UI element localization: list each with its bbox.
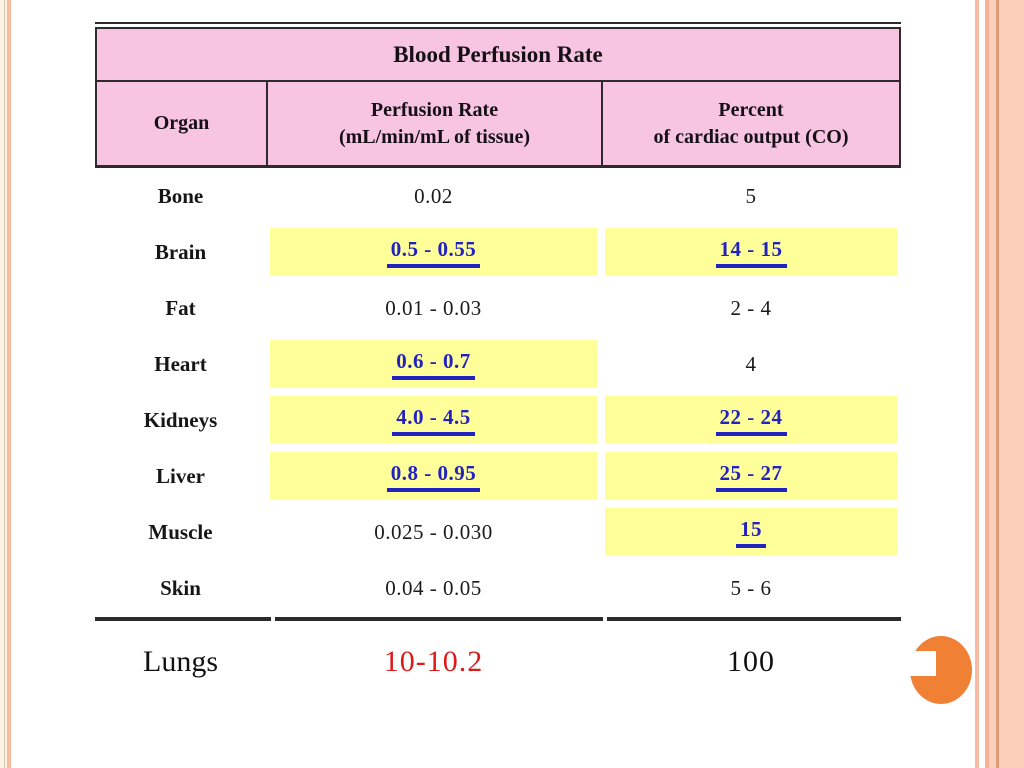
value-cell: 0.6 - 0.7 xyxy=(266,336,601,392)
value-cell: 4.0 - 4.5 xyxy=(266,392,601,448)
footer-organ: Lungs xyxy=(143,645,218,678)
plain-cell: 4 xyxy=(605,340,897,388)
plain-cell: 0.025 - 0.030 xyxy=(270,508,597,556)
value-cell: 0.025 - 0.030 xyxy=(266,504,601,560)
orange-circle-notch xyxy=(901,651,936,676)
highlighted-cell: 25 - 27 xyxy=(605,452,897,500)
table-row: Bone 0.02 5 xyxy=(95,168,901,224)
organ-cell: Muscle xyxy=(148,519,213,544)
value-cell: 0.5 - 0.55 xyxy=(266,224,601,280)
column-header-line: Perfusion Rate xyxy=(370,98,499,121)
column-header: Organ xyxy=(97,82,268,165)
column-header-line: of cardiac output (CO) xyxy=(653,125,849,148)
right-edge-inner-stripe xyxy=(985,0,989,768)
value-cell: 25 - 27 xyxy=(601,448,901,504)
highlighted-cell: 0.5 - 0.55 xyxy=(270,228,597,276)
cell-value: 5 xyxy=(745,183,757,208)
column-header: Perfusion Rate (mL/min/mL of tissue) xyxy=(268,82,603,165)
value-cell: 0.8 - 0.95 xyxy=(266,448,601,504)
value-cell: 4 xyxy=(601,336,901,392)
value-cell: 5 - 6 xyxy=(601,560,901,616)
cell-value: 0.02 xyxy=(414,183,453,208)
table-header-block: Blood Perfusion Rate Organ Perfusion Rate… xyxy=(95,27,901,168)
cell-value: 14 - 15 xyxy=(715,237,787,268)
value-cell: 22 - 24 xyxy=(601,392,901,448)
value-cell: 14 - 15 xyxy=(601,224,901,280)
highlighted-cell: 22 - 24 xyxy=(605,396,897,444)
table-title: Blood Perfusion Rate xyxy=(97,29,899,82)
table-row: Kidneys 4.0 - 4.5 22 - 24 xyxy=(95,392,901,448)
organ-cell: Fat xyxy=(165,295,196,320)
table-row: Heart 0.6 - 0.7 4 xyxy=(95,336,901,392)
plain-cell: 5 xyxy=(605,172,897,220)
column-header-line: Percent xyxy=(718,98,784,121)
value-cell: 5 xyxy=(601,168,901,224)
value-cell: 15 xyxy=(601,504,901,560)
organ-cell: Brain xyxy=(154,239,207,264)
value-cell: 0.04 - 0.05 xyxy=(266,560,601,616)
cell-value: 0.025 - 0.030 xyxy=(374,519,493,544)
table-top-rule xyxy=(95,22,901,24)
left-edge-line xyxy=(4,0,5,768)
table-bottom-double-rule xyxy=(95,617,901,624)
column-header: Percent of cardiac output (CO) xyxy=(603,82,899,165)
left-edge-band xyxy=(0,0,7,768)
right-edge-band xyxy=(985,0,1024,768)
table-row: Muscle 0.025 - 0.030 15 xyxy=(95,504,901,560)
table-row: Skin 0.04 - 0.05 5 - 6 xyxy=(95,560,901,616)
plain-cell: 5 - 6 xyxy=(605,564,897,612)
cell-value: 22 - 24 xyxy=(715,405,787,436)
cell-value: 5 - 6 xyxy=(730,575,772,600)
column-header-line: (mL/min/mL of tissue) xyxy=(338,125,531,148)
cell-value: 4 xyxy=(745,351,757,376)
cell-value: 2 - 4 xyxy=(730,295,772,320)
organ-cell: Bone xyxy=(157,183,204,208)
cell-value: 25 - 27 xyxy=(715,461,787,492)
plain-cell: 0.02 xyxy=(270,172,597,220)
cell-value: 4.0 - 4.5 xyxy=(392,405,475,436)
lungs-row: Lungs 10-10.2 100 xyxy=(95,630,901,694)
organ-cell: Heart xyxy=(154,351,207,376)
blood-perfusion-table: Blood Perfusion Rate Organ Perfusion Rate… xyxy=(95,27,901,616)
organ-cell: Skin xyxy=(160,575,201,600)
value-cell: 0.01 - 0.03 xyxy=(266,280,601,336)
table-row: Fat 0.01 - 0.03 2 - 4 xyxy=(95,280,901,336)
plain-cell: 0.04 - 0.05 xyxy=(270,564,597,612)
footer-percent: 100 xyxy=(727,645,775,678)
highlighted-cell: 15 xyxy=(605,508,897,556)
value-cell: 2 - 4 xyxy=(601,280,901,336)
cell-value: 0.01 - 0.03 xyxy=(385,295,482,320)
cell-value: 0.04 - 0.05 xyxy=(385,575,482,600)
footer-perfusion: 10-10.2 xyxy=(383,645,484,678)
plain-cell: 2 - 4 xyxy=(605,284,897,332)
plain-cell: 0.01 - 0.03 xyxy=(270,284,597,332)
rule-gap xyxy=(603,617,607,624)
highlighted-cell: 0.6 - 0.7 xyxy=(270,340,597,388)
cell-value: 15 xyxy=(736,517,766,548)
cell-value: 0.5 - 0.55 xyxy=(386,237,481,268)
table-row: Brain 0.5 - 0.55 14 - 15 xyxy=(95,224,901,280)
organ-cell: Kidneys xyxy=(143,407,218,432)
left-edge-stripe xyxy=(7,0,11,768)
highlighted-cell: 4.0 - 4.5 xyxy=(270,396,597,444)
value-cell: 0.02 xyxy=(266,168,601,224)
table-row: Liver 0.8 - 0.95 25 - 27 xyxy=(95,448,901,504)
table-body: Bone 0.02 5 Brain 0.5 - 0.55 14 - 15 Fat 0.01 -… xyxy=(95,168,901,616)
cell-value: 0.6 - 0.7 xyxy=(392,349,475,380)
right-edge-line xyxy=(996,0,999,768)
right-edge-stripe xyxy=(975,0,979,768)
highlighted-cell: 0.8 - 0.95 xyxy=(270,452,597,500)
highlighted-cell: 14 - 15 xyxy=(605,228,897,276)
column-header-line: Organ xyxy=(153,112,210,134)
table-header-row: Organ Perfusion Rate (mL/min/mL of tissue)… xyxy=(97,82,899,165)
organ-cell: Liver xyxy=(156,463,205,488)
cell-value: 0.8 - 0.95 xyxy=(386,461,481,492)
rule-gap xyxy=(271,617,275,624)
